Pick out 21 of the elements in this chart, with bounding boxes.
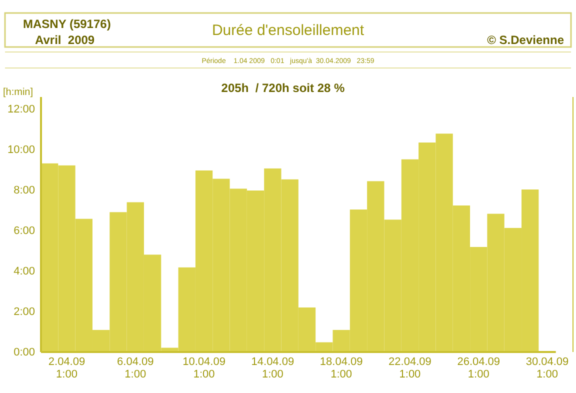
x-tick-label: 30.04.09 1:00 [526,356,569,381]
text: Avril 2009 [35,33,95,47]
y-tick-label: 8:00 [14,184,35,197]
x-tick-label: 2.04.09 1:00 [48,356,86,381]
x-tick-label: 18.04.09 1:00 [320,356,363,381]
text: © S.Devienne [487,33,564,47]
y-tick-label: 6:00 [14,225,35,238]
y-axis-title: [h:min] [3,87,34,98]
y-tick-label: 4:00 [14,266,35,278]
chart-title: Durée d'ensoleillement [212,22,365,39]
y-tick-label: 0:00 [14,346,35,359]
x-tick-label: 26.04.09 1:00 [457,356,500,381]
text: 205h / 720h soit 28 % [221,81,346,95]
y-tick-label: 2:00 [14,306,35,318]
y-tick-label: 12:00 [7,104,35,116]
x-tick-label: 6.04.09 1:00 [117,356,154,381]
text: MASNY (59176) [23,17,111,31]
x-tick-label: 14.04.09 1:00 [251,356,294,381]
x-tick-label: 10.04.09 1:00 [182,356,226,381]
x-tick-label: 22.04.09 1:00 [388,356,432,381]
y-tick-label: 10:00 [7,144,35,156]
